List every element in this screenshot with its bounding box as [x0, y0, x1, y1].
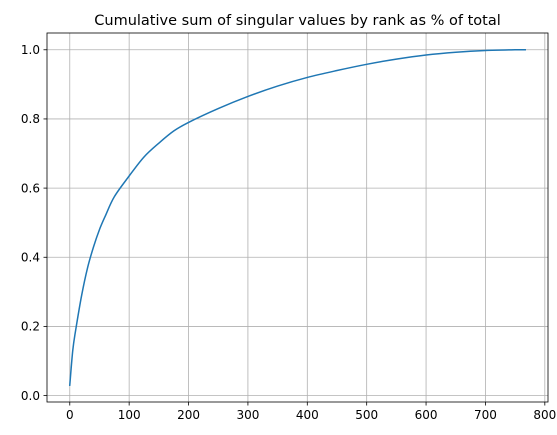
y-tick-label: 0.8: [21, 112, 40, 126]
x-tick-label: 300: [236, 408, 259, 422]
y-tick-label: 0.6: [21, 181, 40, 195]
x-tick-label: 600: [415, 408, 438, 422]
x-tick-label: 800: [533, 408, 556, 422]
x-tick-label: 400: [296, 408, 319, 422]
y-tick-label: 1.0: [21, 43, 40, 57]
x-tick-label: 500: [355, 408, 378, 422]
y-tick-label: 0.0: [21, 389, 40, 403]
axis-ticks: 0 100 200 300 400 500 600 700 800 0.0 0.2 0.4 0.6 0.8…: [21, 43, 556, 422]
series-layer: [68, 48, 526, 387]
x-tick-label: 0: [66, 408, 74, 422]
y-tick-label: 0.4: [21, 251, 40, 265]
grid-lines: [47, 33, 548, 402]
x-tick-label: 700: [474, 408, 497, 422]
series-line: [68, 48, 526, 387]
plot-frame: [46, 32, 549, 403]
x-tick-label: 200: [177, 408, 200, 422]
chart-title: Cumulative sum of singular values by ran…: [94, 13, 500, 29]
y-tick-label: 0.2: [21, 320, 40, 334]
x-tick-label: 100: [118, 408, 141, 422]
